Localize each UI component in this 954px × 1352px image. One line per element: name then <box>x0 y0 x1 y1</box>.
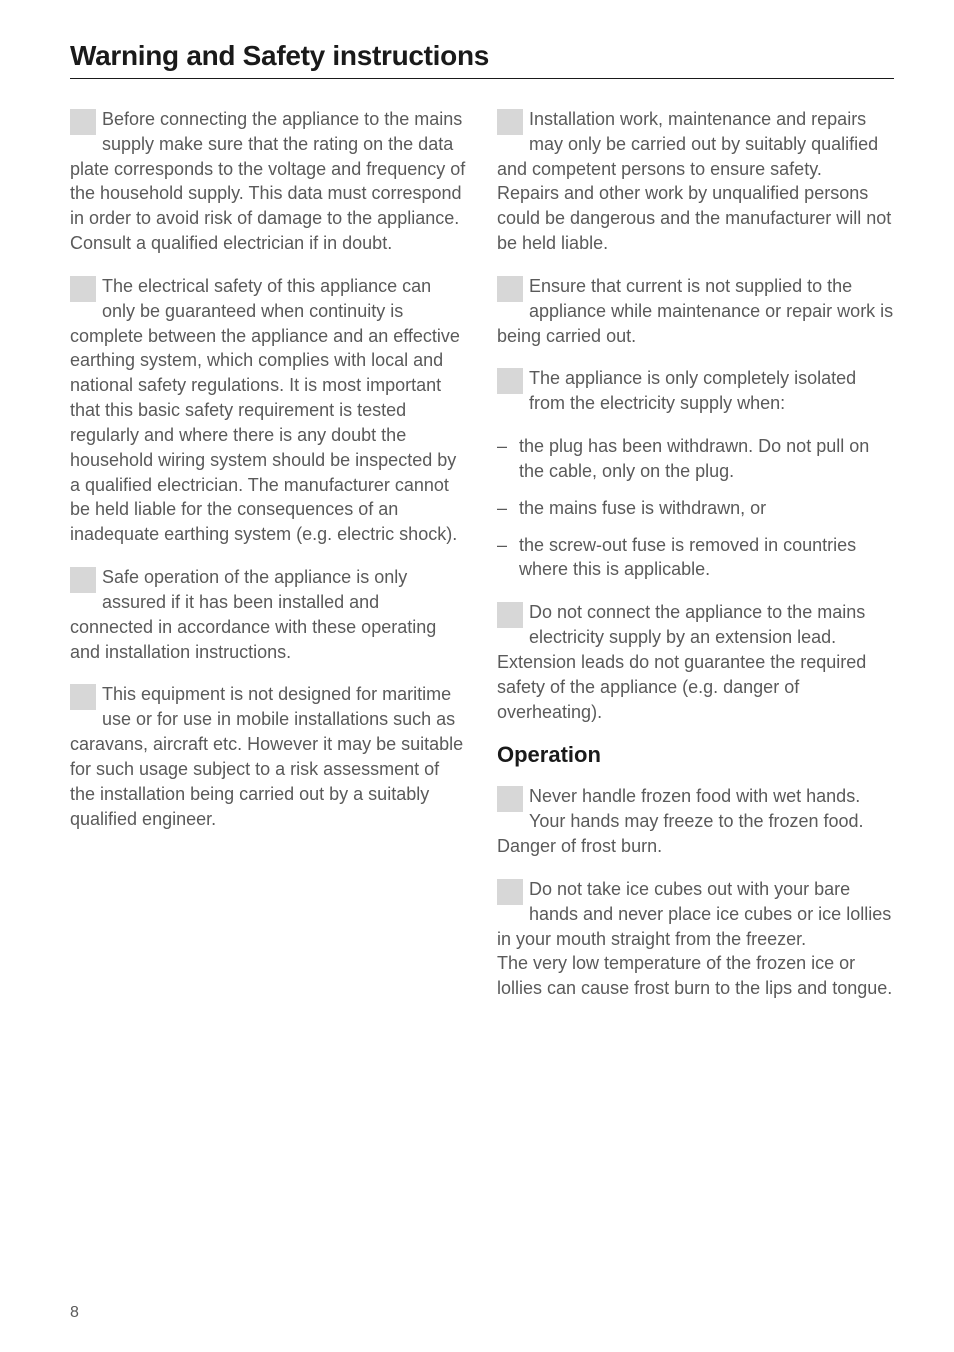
warning-icon <box>70 109 96 135</box>
paragraph-text: Ensure that current is not supplied to t… <box>497 276 893 346</box>
paragraph-text: Before connecting the appliance to the m… <box>70 109 465 253</box>
paragraph-text: The electrical safety of this appliance … <box>70 276 460 544</box>
paragraph-text-cont: Extension leads do not guarantee the req… <box>497 652 866 722</box>
warning-paragraph: Ensure that current is not supplied to t… <box>497 274 894 348</box>
warning-paragraph: Safe operation of the appliance is only … <box>70 565 467 664</box>
two-column-layout: Before connecting the appliance to the m… <box>70 107 894 1019</box>
paragraph-text: Installation work, maintenance and repai… <box>497 109 878 179</box>
warning-icon <box>70 567 96 593</box>
paragraph-text: The appliance is only completely isolate… <box>529 368 856 413</box>
bullet-list: the plug has been withdrawn. Do not pull… <box>497 434 894 582</box>
warning-icon <box>497 368 523 394</box>
section-heading-operation: Operation <box>497 742 894 768</box>
warning-icon <box>497 276 523 302</box>
paragraph-text-cont: Repairs and other work by unqualified pe… <box>497 183 891 253</box>
warning-icon <box>497 602 523 628</box>
warning-paragraph: The electrical safety of this appliance … <box>70 274 467 547</box>
warning-paragraph: Before connecting the appliance to the m… <box>70 107 467 256</box>
warning-icon <box>70 276 96 302</box>
page-title: Warning and Safety instructions <box>70 40 894 72</box>
warning-paragraph: This equipment is not designed for marit… <box>70 682 467 831</box>
list-item: the screw-out fuse is removed in countri… <box>497 533 894 583</box>
paragraph-text: Do not connect the appliance to the main… <box>529 602 865 647</box>
warning-paragraph: Installation work, maintenance and repai… <box>497 107 894 256</box>
paragraph-text: Safe operation of the appliance is only … <box>70 567 436 661</box>
paragraph-text: Do not take ice cubes out with your bare… <box>497 879 891 949</box>
warning-paragraph: The appliance is only completely isolate… <box>497 366 894 416</box>
right-column: Installation work, maintenance and repai… <box>497 107 894 1019</box>
title-rule <box>70 78 894 79</box>
paragraph-text-cont: The very low temperature of the frozen i… <box>497 953 892 998</box>
warning-paragraph: Do not take ice cubes out with your bare… <box>497 877 894 1001</box>
warning-icon <box>497 109 523 135</box>
list-item: the mains fuse is withdrawn, or <box>497 496 894 521</box>
warning-paragraph: Never handle frozen food with wet hands.… <box>497 784 894 858</box>
page-number: 8 <box>70 1304 79 1322</box>
warning-icon <box>70 684 96 710</box>
warning-paragraph: Do not connect the appliance to the main… <box>497 600 894 724</box>
paragraph-text: This equipment is not designed for marit… <box>70 684 463 828</box>
warning-icon <box>497 879 523 905</box>
left-column: Before connecting the appliance to the m… <box>70 107 467 1019</box>
list-item: the plug has been withdrawn. Do not pull… <box>497 434 894 484</box>
paragraph-text: Never handle frozen food with wet hands.… <box>497 786 864 856</box>
warning-icon <box>497 786 523 812</box>
